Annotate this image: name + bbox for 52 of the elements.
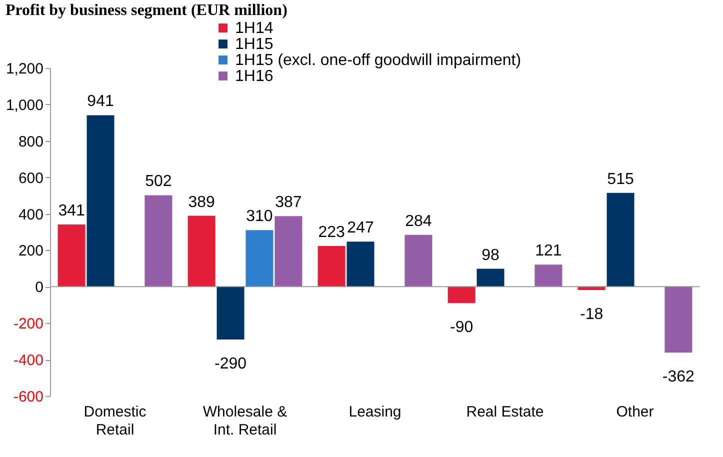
y-tick-label: -400 [13, 352, 44, 370]
chart-title: Profit by business segment (EUR million) [5, 2, 288, 19]
data-label: 387 [275, 194, 302, 212]
y-tick-label: 800 [18, 133, 44, 150]
data-label: 502 [145, 173, 172, 190]
bar [404, 234, 432, 287]
data-label: -290 [214, 356, 247, 373]
data-label: 515 [607, 170, 634, 188]
bar [216, 286, 244, 340]
bar [318, 246, 346, 287]
data-label: -362 [662, 368, 695, 386]
x-tick-label: Leasing [348, 404, 402, 420]
bar [606, 192, 634, 287]
legend-label: 1H15 (excl. one-off goodwill impairment) [235, 52, 522, 69]
data-label: 121 [535, 242, 562, 260]
x-tick-label: Domestic Retail [84, 404, 147, 438]
y-tick-label: 400 [18, 206, 44, 224]
x-tick-label: Wholesale & Int. Retail [202, 404, 288, 438]
bar [534, 264, 562, 287]
bar [86, 115, 114, 287]
bar [246, 230, 274, 287]
y-tick-label: -600 [13, 388, 44, 406]
y-tick-label: 1,200 [6, 60, 44, 78]
data-label: 310 [246, 208, 273, 226]
data-label: 941 [87, 93, 114, 110]
x-tick-label: Real Estate [466, 404, 544, 420]
data-label: 247 [347, 220, 374, 237]
bar [188, 216, 216, 287]
x-tick-label: Other [616, 404, 654, 420]
y-tick-label: 0 [35, 279, 44, 296]
bar [58, 224, 86, 287]
bar [578, 286, 606, 290]
bar [346, 242, 374, 287]
bar [476, 268, 504, 287]
y-tick-label: 600 [18, 170, 44, 187]
bar [144, 195, 172, 287]
legend-label: 1H16 [235, 68, 274, 85]
bar [664, 286, 692, 353]
legend-label: 1H14 [235, 20, 274, 37]
data-label: -90 [450, 319, 474, 336]
bar [274, 216, 302, 287]
y-tick-label: 200 [18, 242, 44, 260]
data-label: 284 [405, 212, 432, 230]
data-label: 98 [482, 246, 500, 264]
bar [448, 286, 476, 304]
y-tick-label: -200 [13, 316, 44, 333]
data-label: 223 [318, 224, 345, 242]
data-label: -18 [580, 306, 604, 323]
y-tick-label: 1,000 [6, 96, 44, 114]
data-label: 389 [188, 194, 215, 211]
legend-label: 1H15 [235, 36, 274, 53]
data-label: 341 [58, 202, 85, 220]
